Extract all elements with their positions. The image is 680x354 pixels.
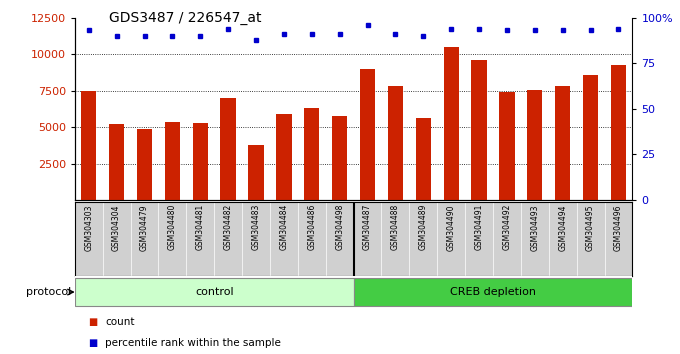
Text: CREB depletion: CREB depletion	[450, 287, 536, 297]
Text: GSM304481: GSM304481	[196, 204, 205, 250]
Text: GSM304303: GSM304303	[84, 204, 93, 251]
Text: GSM304489: GSM304489	[419, 204, 428, 250]
Text: count: count	[105, 317, 135, 327]
Bar	[388, 86, 403, 200]
Text: control: control	[195, 287, 233, 297]
Text: ■: ■	[88, 317, 98, 327]
Text: GSM304487: GSM304487	[363, 204, 372, 250]
Bar	[354, 278, 632, 306]
Text: GSM304488: GSM304488	[391, 204, 400, 250]
Text: GSM304498: GSM304498	[335, 204, 344, 250]
Text: percentile rank within the sample: percentile rank within the sample	[105, 338, 282, 348]
Text: GSM304496: GSM304496	[614, 204, 623, 251]
Text: GDS3487 / 226547_at: GDS3487 / 226547_at	[109, 11, 261, 25]
Bar	[415, 118, 431, 200]
Text: GSM304480: GSM304480	[168, 204, 177, 250]
Bar	[304, 108, 320, 200]
Bar	[165, 122, 180, 200]
Bar	[75, 278, 354, 306]
Text: GSM304495: GSM304495	[586, 204, 595, 251]
Bar	[248, 144, 264, 200]
Bar	[583, 75, 598, 200]
Text: GSM304304: GSM304304	[112, 204, 121, 251]
Text: protocol: protocol	[26, 287, 71, 297]
Text: GSM304494: GSM304494	[558, 204, 567, 251]
Bar	[555, 86, 571, 200]
Text: GSM304490: GSM304490	[447, 204, 456, 251]
Text: GSM304482: GSM304482	[224, 204, 233, 250]
Bar	[499, 92, 515, 200]
Text: GSM304492: GSM304492	[503, 204, 511, 250]
Text: ■: ■	[88, 338, 98, 348]
Bar	[471, 60, 487, 200]
Bar	[137, 129, 152, 200]
Bar	[109, 124, 124, 200]
Bar	[360, 69, 375, 200]
Text: GSM304484: GSM304484	[279, 204, 288, 250]
Bar	[332, 116, 347, 200]
Bar	[220, 98, 236, 200]
Text: GSM304483: GSM304483	[252, 204, 260, 250]
Text: GSM304479: GSM304479	[140, 204, 149, 251]
Text: GSM304493: GSM304493	[530, 204, 539, 251]
Bar	[443, 47, 459, 200]
Bar	[192, 124, 208, 200]
Bar	[276, 114, 292, 200]
Text: GSM304486: GSM304486	[307, 204, 316, 250]
Bar	[81, 91, 97, 200]
Text: GSM304491: GSM304491	[475, 204, 483, 250]
Bar	[527, 90, 543, 200]
Bar	[611, 65, 626, 200]
